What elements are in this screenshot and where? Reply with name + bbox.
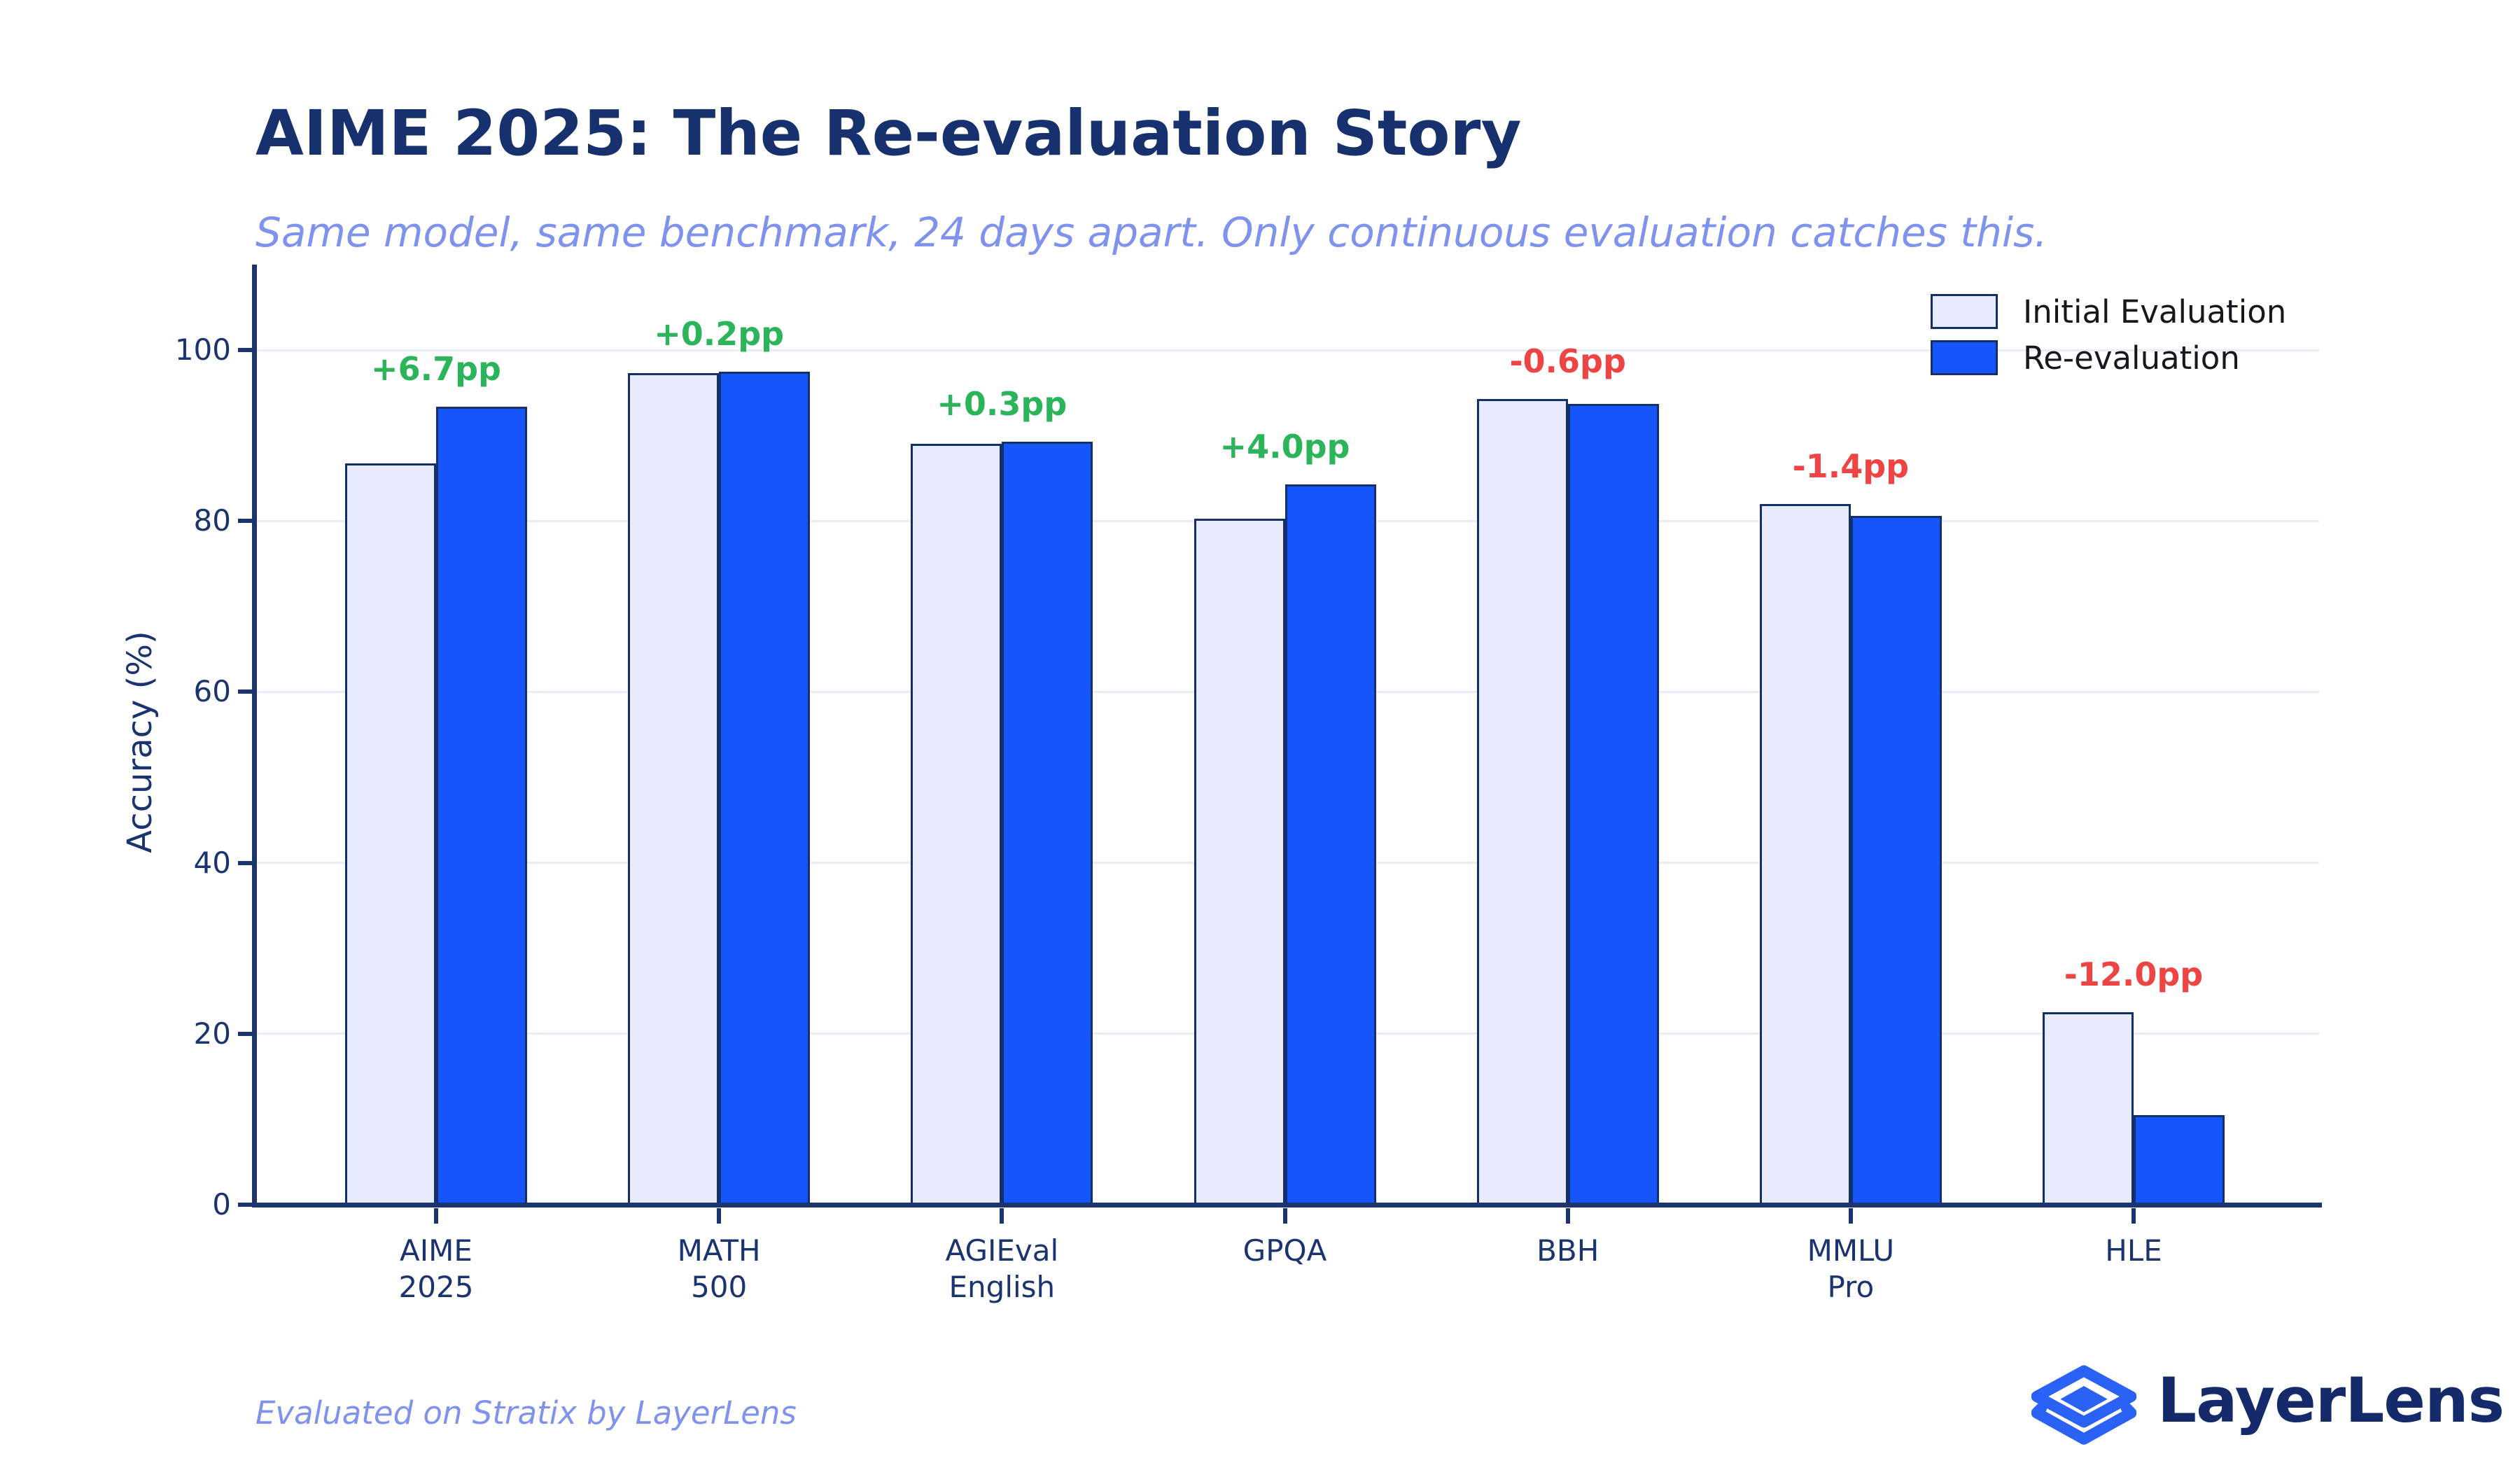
y-tick-80 bbox=[238, 519, 252, 524]
x-tick-gpqa bbox=[1282, 1208, 1287, 1224]
layers-diamond-icon bbox=[2031, 1365, 2136, 1445]
bar-initial-hle bbox=[2043, 1012, 2134, 1205]
legend-label-initial-evaluation: Initial Evaluation bbox=[2023, 293, 2287, 330]
x-tick-agieval-english bbox=[1000, 1208, 1004, 1224]
bar-reevaluation-math-500 bbox=[719, 371, 811, 1205]
delta-annotation-mmlu-pro: -1.4pp bbox=[1792, 447, 1910, 485]
bar-initial-aime-2025 bbox=[345, 463, 436, 1205]
bar-reevaluation-bbh bbox=[1567, 403, 1659, 1205]
delta-annotation-math-500: +0.2pp bbox=[654, 314, 785, 353]
x-tick-label-aime-2025: AIME 2025 bbox=[398, 1233, 474, 1304]
chart-subtitle: Same model, same benchmark, 24 days apar… bbox=[255, 209, 2047, 256]
bar-initial-bbh bbox=[1476, 398, 1568, 1205]
y-tick-label-80: 80 bbox=[193, 503, 231, 538]
x-axis-spine bbox=[252, 1203, 2322, 1208]
x-tick-bbh bbox=[1565, 1208, 1570, 1224]
y-axis-label: Accuracy (%) bbox=[120, 631, 160, 853]
bar-reevaluation-hle bbox=[2134, 1114, 2225, 1205]
x-tick-label-hle: HLE bbox=[2105, 1233, 2162, 1268]
y-tick-label-0: 0 bbox=[212, 1187, 231, 1222]
y-tick-label-60: 60 bbox=[193, 674, 231, 709]
y-tick-100 bbox=[238, 348, 252, 352]
y-tick-label-100: 100 bbox=[174, 332, 231, 367]
y-tick-label-20: 20 bbox=[193, 1016, 231, 1051]
legend-item-re-evaluation: Re-evaluation bbox=[1931, 335, 2286, 381]
bar-initial-gpqa bbox=[1194, 518, 1285, 1205]
y-tick-0 bbox=[238, 1203, 252, 1207]
x-tick-aime-2025 bbox=[434, 1208, 438, 1224]
delta-annotation-agieval-english: +0.3pp bbox=[937, 384, 1068, 423]
delta-annotation-aime-2025: +6.7pp bbox=[371, 349, 501, 388]
x-tick-label-mmlu-pro: MMLU Pro bbox=[1807, 1233, 1895, 1304]
footer-caption: Evaluated on Stratix by LayerLens bbox=[255, 1394, 797, 1432]
bar-initial-agieval-english bbox=[911, 444, 1002, 1205]
bar-reevaluation-gpqa bbox=[1284, 484, 1376, 1205]
y-tick-label-40: 40 bbox=[193, 845, 231, 880]
legend-label-re-evaluation: Re-evaluation bbox=[2023, 339, 2240, 377]
legend-item-initial-evaluation: Initial Evaluation bbox=[1931, 288, 2286, 335]
y-tick-40 bbox=[238, 860, 252, 865]
x-tick-label-math-500: MATH 500 bbox=[677, 1233, 761, 1304]
x-tick-label-bbh: BBH bbox=[1536, 1233, 1600, 1268]
x-tick-hle bbox=[2132, 1208, 2136, 1224]
x-tick-math-500 bbox=[717, 1208, 722, 1224]
x-tick-mmlu-pro bbox=[1848, 1208, 1853, 1224]
x-tick-label-agieval-english: AGIEval English bbox=[945, 1233, 1059, 1304]
bar-reevaluation-agieval-english bbox=[1002, 441, 1093, 1205]
chart-title: AIME 2025: The Re-evaluation Story bbox=[255, 97, 1522, 169]
x-tick-label-gpqa: GPQA bbox=[1242, 1233, 1327, 1268]
legend-swatch-re-evaluation bbox=[1931, 340, 1998, 375]
y-tick-60 bbox=[238, 690, 252, 694]
bar-initial-math-500 bbox=[628, 372, 720, 1205]
legend-swatch-initial-evaluation bbox=[1931, 294, 1998, 329]
delta-annotation-bbh: -0.6pp bbox=[1509, 342, 1626, 380]
y-axis-spine bbox=[252, 265, 257, 1208]
brand-wordmark: LayerLens bbox=[2157, 1364, 2505, 1436]
gridline-y-100 bbox=[252, 349, 2319, 351]
y-tick-20 bbox=[238, 1031, 252, 1036]
legend: Initial Evaluation Re-evaluation bbox=[1931, 288, 2286, 381]
bar-reevaluation-aime-2025 bbox=[436, 406, 527, 1205]
bar-reevaluation-mmlu-pro bbox=[1850, 515, 1942, 1205]
delta-annotation-hle: -12.0pp bbox=[2064, 955, 2204, 994]
delta-annotation-gpqa: +4.0pp bbox=[1219, 427, 1350, 465]
bar-initial-mmlu-pro bbox=[1759, 503, 1851, 1205]
